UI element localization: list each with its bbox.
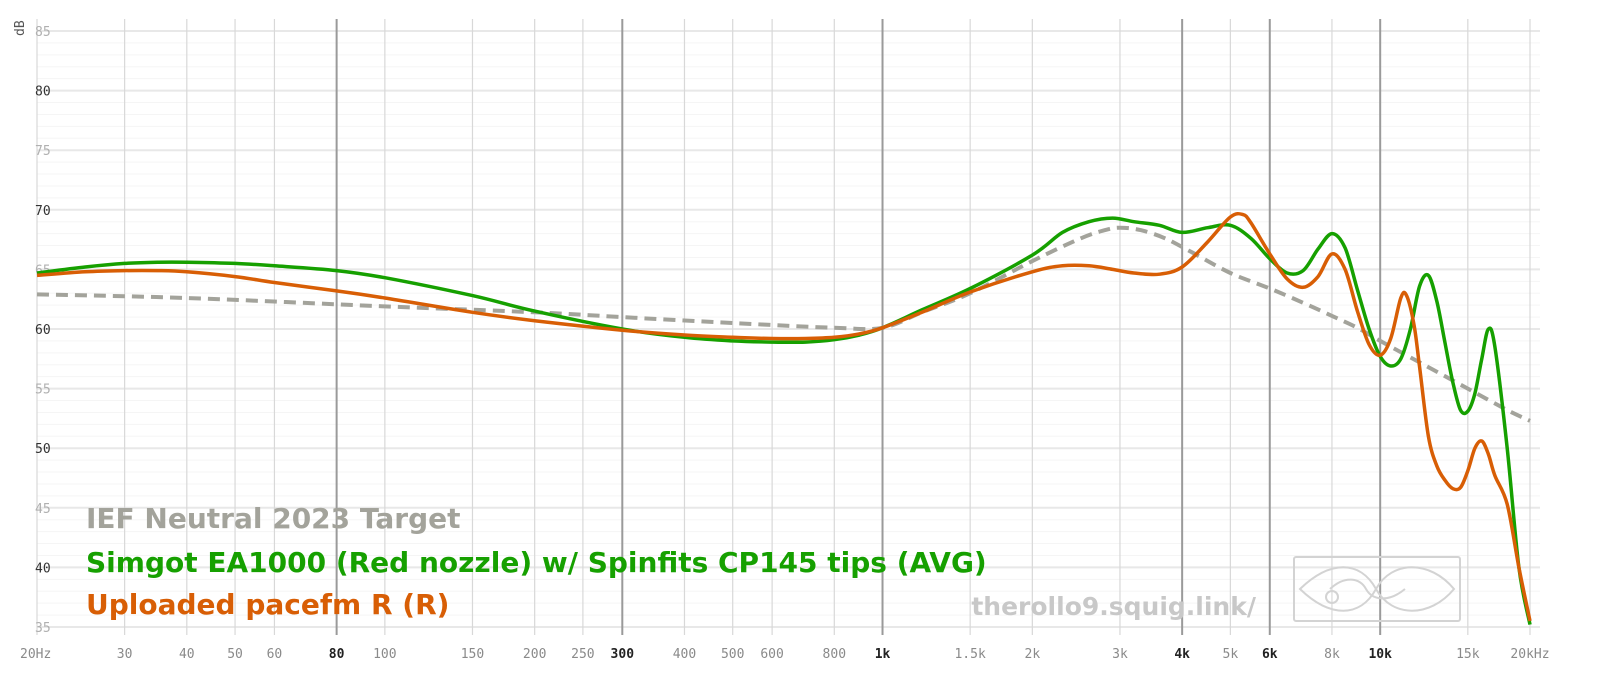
y-tick-label: 70 (35, 204, 51, 219)
y-tick-label: 50 (35, 442, 51, 457)
legend-entry-target: IEF Neutral 2023 Target (86, 502, 461, 535)
legend-entry-simgot: Simgot EA1000 (Red nozzle) w/ Spinfits C… (86, 546, 987, 579)
x-tick-label: 100 (373, 647, 396, 662)
x-tick-label: 250 (571, 647, 594, 662)
x-tick-label: 6k (1262, 647, 1278, 662)
x-tick-label: 10k (1368, 647, 1392, 662)
x-tick-label: 8k (1324, 647, 1340, 662)
x-tick-label: 30 (117, 647, 133, 662)
x-axis-ticks: 20Hz 30 40 50 60 80 100 150 200 250 300 400 500 600 80… (20, 647, 1550, 662)
y-tick-label: 45 (35, 502, 51, 517)
x-tick-label: 1.5k (954, 647, 985, 662)
x-tick-label: 600 (760, 647, 783, 662)
legend-entry-pacefm: Uploaded pacefm R (R) (86, 588, 449, 621)
y-tick-label: 55 (35, 383, 51, 398)
x-tick-label: 4k (1174, 647, 1190, 662)
series-lines (36, 211, 1532, 625)
y-tick-label: 35 (35, 621, 51, 636)
y-tick-label: 80 (35, 85, 51, 100)
x-tick-label: 80 (329, 647, 345, 662)
x-tick-label: 15k (1456, 647, 1480, 662)
watermark-logo (1293, 556, 1461, 622)
x-tick-label: 1k (875, 647, 891, 662)
legend: IEF Neutral 2023 Target Simgot EA1000 (R… (86, 502, 987, 621)
grid (36, 19, 1540, 635)
x-tick-label: 50 (227, 647, 243, 662)
x-tick-label: 40 (179, 647, 195, 662)
x-tick-label: 20Hz (20, 647, 51, 662)
x-tick-label: 300 (611, 647, 635, 662)
simgot-ea1000-curve (36, 216, 1532, 625)
x-tick-label: 400 (673, 647, 696, 662)
target-curve (36, 225, 1531, 423)
y-axis-label: dB (13, 20, 28, 36)
y-tick-label: 40 (35, 561, 51, 576)
x-tick-label: 150 (461, 647, 484, 662)
watermark-url: therollo9.squig.link/ (971, 592, 1257, 621)
x-tick-label: 500 (721, 647, 744, 662)
y-tick-label: 75 (35, 144, 51, 159)
x-tick-label: 20kHz (1510, 647, 1549, 662)
y-tick-label: 85 (35, 25, 51, 40)
pacefm-curve (36, 211, 1532, 622)
x-tick-label: 2k (1025, 647, 1041, 662)
y-tick-label: 60 (35, 323, 51, 338)
x-tick-label: 200 (523, 647, 546, 662)
x-tick-label: 5k (1223, 647, 1239, 662)
x-tick-label: 60 (267, 647, 283, 662)
x-tick-label: 800 (823, 647, 846, 662)
x-tick-label: 3k (1112, 647, 1128, 662)
